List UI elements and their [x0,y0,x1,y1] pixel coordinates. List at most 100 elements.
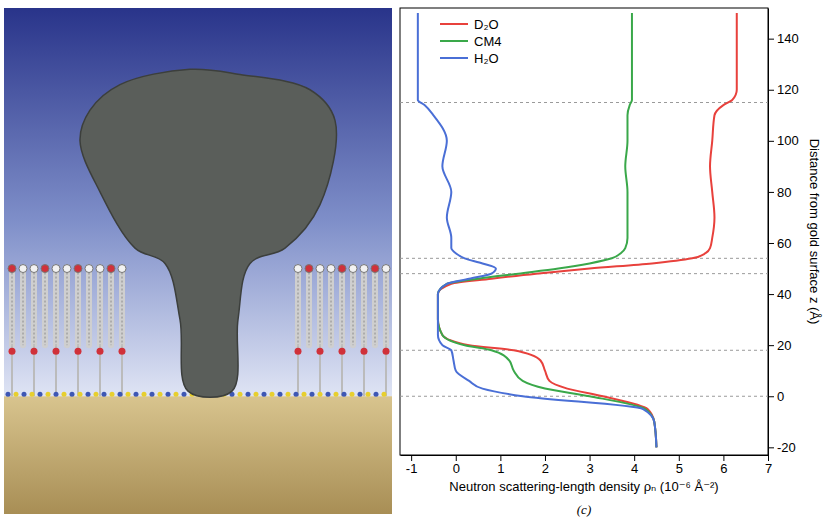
legend-label: D₂O [474,17,499,32]
x-tick-mark [634,455,635,461]
lipid-tail [372,273,378,346]
y-tick: 140 [768,31,799,46]
reference-line [400,102,768,103]
y-tick-mark [768,294,774,295]
anchor [70,392,75,397]
reference-line [400,273,768,274]
x-axis: -101234567 [401,455,773,476]
y-tick-mark [768,141,774,142]
series-line [438,13,737,447]
plot-lines [418,13,737,447]
anchor [14,392,19,397]
x-axis-title: Neutron scattering-length density ρₙ (10… [449,479,718,494]
lipid-tail-shade [331,273,332,346]
lipid-head [371,265,379,273]
tether-head [295,348,302,355]
tether-head [317,348,324,355]
lipid-head [41,265,49,273]
lipid-tail [306,273,312,346]
lipid-tail-shade [298,273,299,346]
y-tick-mark [768,192,774,193]
lipid-tail-shade [23,273,24,346]
lipid-tail [328,273,334,346]
lipid-tail [317,273,323,346]
anchor [38,392,43,397]
reference-line [400,258,768,259]
tether-head [119,348,126,355]
y-axis-line [768,9,769,456]
y-tick-label: 80 [777,185,791,200]
anchor [126,392,131,397]
lipid-head [8,265,16,273]
tether-head [339,348,346,355]
lipid-tail [350,273,356,346]
lipid-tail-shade [100,273,101,346]
lipid-tail [97,273,103,346]
lipid-tail-shade [309,273,310,346]
y-tick: 60 [768,236,791,251]
lipid-tail-shade [34,273,35,346]
y-tick-mark [768,243,774,244]
lipid-tail-shade [320,273,321,346]
lipid-tail [86,273,92,346]
lipid-tail [295,273,301,346]
x-tick: 0 [453,455,460,476]
tether-head [9,348,16,355]
lipid-tail-shade [122,273,123,346]
anchor [166,392,171,397]
anchor [22,392,27,397]
lipid-tail [9,273,15,346]
anchor [366,392,371,397]
x-tick-label: -1 [406,461,418,476]
lipid-tail-shade [364,273,365,346]
anchor [6,392,11,397]
anchor [270,392,275,397]
anchor [238,392,243,397]
lipid-head [316,265,324,273]
y-tick: 40 [768,287,791,302]
y-tick-label: 40 [777,287,791,302]
anchor [382,392,387,397]
tether-head [97,348,104,355]
tether-head [31,348,38,355]
x-tick-mark [679,455,680,461]
lipid-tail-shade [78,273,79,346]
lipid-head [19,265,27,273]
lipid-head [294,265,302,273]
lipid-tail-shade [353,273,354,346]
lipid-tail [53,273,59,346]
legend-label: H₂O [474,51,499,66]
lipid-head [63,265,71,273]
y-tick: 80 [768,185,791,200]
lipid-head [96,265,104,273]
x-tick-label: 2 [542,461,549,476]
anchor [150,392,155,397]
series-line [418,13,657,447]
anchor [358,392,363,397]
lipid-tail [339,273,345,346]
lipid-tail [42,273,48,346]
lipid-tail-shade [67,273,68,346]
anchor [158,392,163,397]
lipid-head [107,265,115,273]
lipid-tail [108,273,114,346]
x-tick-label: 0 [453,461,460,476]
tether-head [75,348,82,355]
y-tick-mark [768,447,774,448]
lipid-tail [20,273,26,346]
anchor [262,392,267,397]
lipid-tail [361,273,367,346]
x-tick-mark [768,455,769,461]
y-tick: 100 [768,133,799,148]
x-tick-label: 7 [765,461,772,476]
y-tick: 0 [768,389,784,404]
x-tick-label: 1 [497,461,504,476]
y-tick-label: 20 [777,338,791,353]
lipid-tail-shade [111,273,112,346]
lipid-head [118,265,126,273]
x-tick-label: 6 [720,461,727,476]
lipid-tail-shade [375,273,376,346]
y-tick-label: 60 [777,236,791,251]
anchor [46,392,51,397]
lipid-tail-shade [386,273,387,346]
